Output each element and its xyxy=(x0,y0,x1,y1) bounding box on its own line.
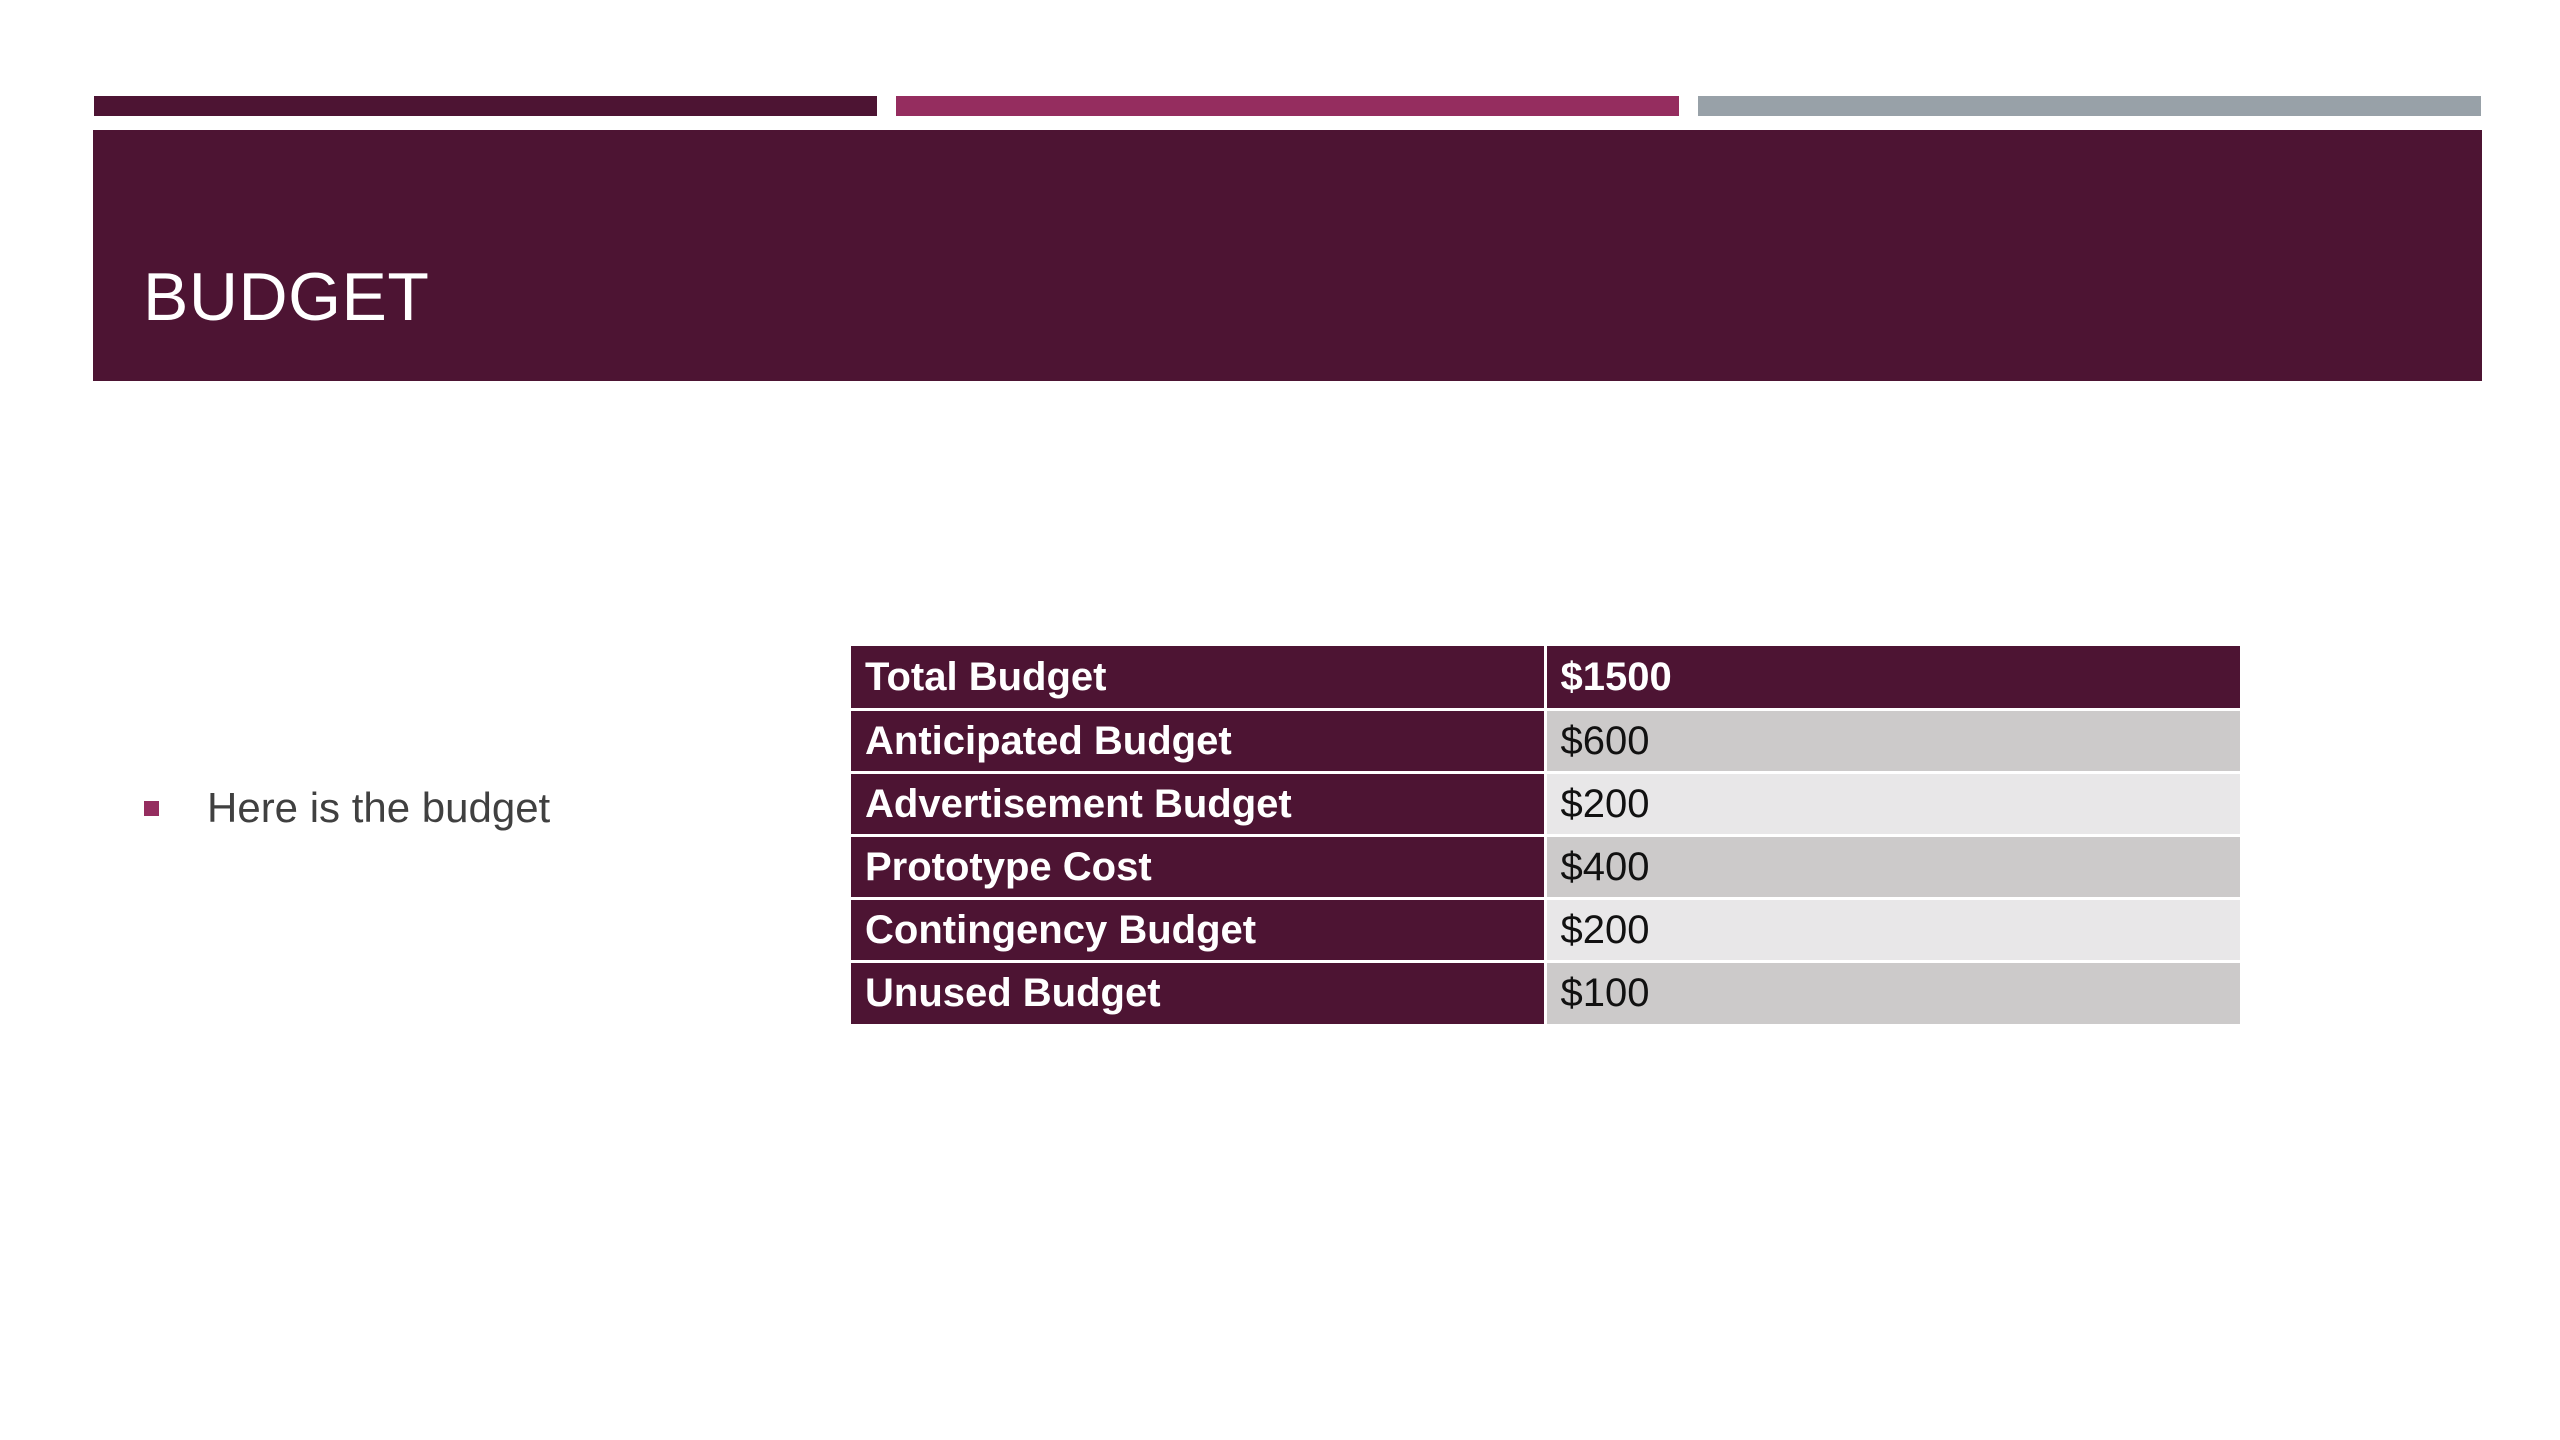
table-row: Anticipated Budget $600 xyxy=(851,709,2240,774)
square-bullet-icon xyxy=(144,800,159,816)
bullet-list: Here is the budget xyxy=(144,780,550,836)
table-row: Prototype Cost $400 xyxy=(851,835,2240,900)
budget-table: Total Budget $1500 Anticipated Budget $6… xyxy=(851,646,2240,1024)
slide-title: BUDGET xyxy=(143,259,430,335)
row-value: $200 xyxy=(1545,772,2240,837)
accent-bar-magenta xyxy=(896,96,1679,116)
row-label: Contingency Budget xyxy=(851,898,1547,963)
title-band: BUDGET xyxy=(93,130,2482,381)
bullet-text: Here is the budget xyxy=(207,784,551,831)
table-row: Total Budget $1500 xyxy=(851,646,2240,711)
row-label: Advertisement Budget xyxy=(851,772,1547,837)
row-value: $600 xyxy=(1545,709,2240,774)
row-label: Prototype Cost xyxy=(851,835,1547,900)
table-row: Contingency Budget $200 xyxy=(851,898,2240,963)
row-value: $400 xyxy=(1545,835,2240,900)
accent-bar-plum xyxy=(94,96,877,116)
row-value: $1500 xyxy=(1545,646,2240,711)
row-value: $100 xyxy=(1545,961,2240,1024)
row-value: $200 xyxy=(1545,898,2240,963)
table-row: Advertisement Budget $200 xyxy=(851,772,2240,837)
accent-bar-gray xyxy=(1698,96,2481,116)
row-label: Unused Budget xyxy=(851,961,1547,1024)
row-label: Anticipated Budget xyxy=(851,709,1547,774)
row-label: Total Budget xyxy=(851,646,1547,711)
table-row: Unused Budget $100 xyxy=(851,961,2240,1024)
